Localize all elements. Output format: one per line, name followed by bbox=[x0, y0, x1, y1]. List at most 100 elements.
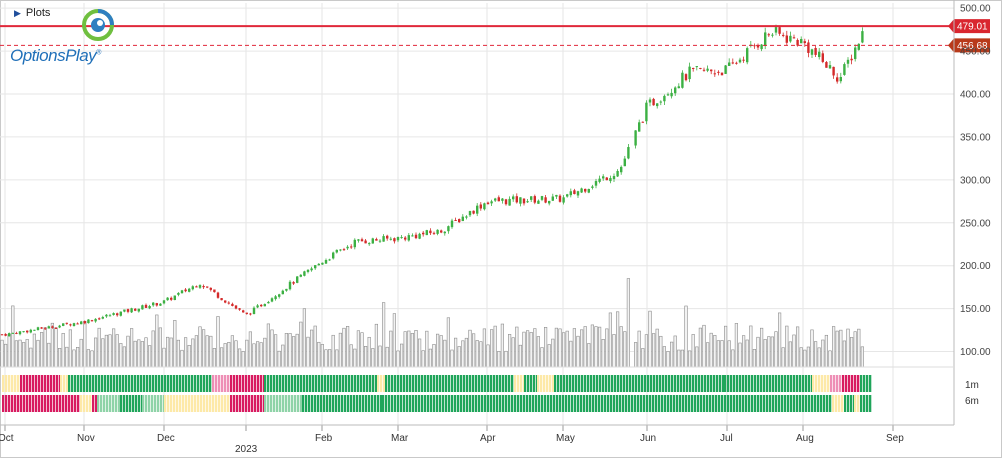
volume-bar bbox=[76, 347, 80, 368]
6m-cell bbox=[541, 395, 544, 412]
6m-cell bbox=[227, 395, 230, 412]
candle-down bbox=[224, 300, 227, 303]
6m-cell bbox=[466, 395, 469, 412]
6m-cell bbox=[297, 395, 300, 412]
volume-bar bbox=[677, 349, 681, 368]
candle-up bbox=[450, 220, 454, 228]
1m-cell bbox=[448, 375, 451, 392]
1m-cell bbox=[354, 375, 357, 392]
candle-down bbox=[850, 58, 853, 61]
6m-cell bbox=[406, 395, 409, 412]
candle-down bbox=[414, 234, 418, 239]
6m-cell bbox=[535, 395, 538, 412]
6m-cell bbox=[38, 395, 41, 412]
candle-down bbox=[242, 310, 245, 313]
6m-cell bbox=[47, 395, 50, 412]
candlesticks bbox=[0, 24, 864, 337]
6m-cell bbox=[847, 395, 850, 412]
6m-cell bbox=[667, 395, 670, 412]
candle-up bbox=[418, 233, 421, 239]
1m-cell bbox=[372, 375, 375, 392]
1m-cell bbox=[267, 375, 270, 392]
candle-down bbox=[486, 202, 490, 205]
candle-down bbox=[234, 305, 238, 309]
1m-cell bbox=[194, 375, 197, 392]
1m-cell bbox=[575, 375, 578, 392]
6m-cell bbox=[457, 395, 460, 412]
1m-cell bbox=[514, 375, 517, 392]
1m-cell bbox=[107, 375, 110, 392]
volume-bar bbox=[684, 305, 688, 368]
1m-cell bbox=[766, 375, 769, 392]
6m-cell bbox=[655, 395, 658, 412]
6m-cell bbox=[95, 395, 98, 412]
6m-cell bbox=[577, 395, 580, 412]
x-tick-label: Jun bbox=[640, 433, 656, 444]
volume-bar bbox=[187, 344, 191, 368]
1m-cell bbox=[158, 375, 161, 392]
volume-bar bbox=[248, 331, 253, 368]
1m-cell bbox=[330, 375, 333, 392]
candle-up bbox=[695, 66, 698, 68]
6m-cell bbox=[118, 395, 121, 412]
y-tick-label: 300.00 bbox=[960, 175, 991, 186]
1m-cell bbox=[626, 375, 629, 392]
1m-cell bbox=[808, 375, 811, 392]
volume-bar bbox=[331, 334, 335, 368]
y-tick-label: 250.00 bbox=[960, 218, 991, 229]
volume-bar bbox=[184, 337, 188, 368]
candle-up bbox=[612, 176, 616, 180]
volume-bar bbox=[443, 339, 447, 368]
candle-up bbox=[580, 188, 583, 193]
1m-cell bbox=[472, 375, 475, 392]
volume-bar bbox=[590, 324, 594, 368]
volume-bar bbox=[479, 341, 483, 368]
volume-bar bbox=[749, 325, 753, 368]
candle-down bbox=[360, 239, 364, 242]
1m-cell bbox=[751, 375, 754, 392]
6m-cell bbox=[86, 395, 89, 412]
6m-cell bbox=[100, 395, 103, 412]
volume-bar bbox=[464, 337, 469, 368]
1m-cell bbox=[704, 375, 707, 392]
1m-cell bbox=[757, 375, 760, 392]
candle-up bbox=[447, 226, 450, 232]
1m-cell bbox=[866, 375, 869, 392]
volume-bar bbox=[806, 346, 810, 368]
volume-bar bbox=[61, 333, 65, 368]
1m-cell bbox=[730, 375, 733, 392]
1m-cell bbox=[122, 375, 125, 392]
1m-cell bbox=[63, 375, 66, 392]
candle-up bbox=[501, 198, 504, 201]
1m-cell bbox=[336, 375, 339, 392]
volume-bar bbox=[367, 336, 371, 368]
candle-down bbox=[472, 210, 475, 214]
volume-bar bbox=[169, 337, 173, 368]
volume-bar bbox=[306, 336, 310, 368]
volume-bar bbox=[612, 334, 616, 368]
1m-cell bbox=[363, 375, 366, 392]
volume-bar bbox=[817, 347, 821, 368]
6m-cell bbox=[300, 395, 303, 412]
volume-bar bbox=[821, 339, 825, 368]
1m-cell bbox=[701, 375, 704, 392]
1m-cell bbox=[754, 375, 757, 392]
6m-cell bbox=[700, 395, 703, 412]
1m-cell bbox=[185, 375, 188, 392]
6m-cell bbox=[308, 395, 311, 412]
1m-cell bbox=[569, 375, 572, 392]
candle-up bbox=[256, 305, 259, 308]
6m-cell bbox=[508, 395, 511, 412]
candle-down bbox=[699, 67, 702, 69]
1m-cell bbox=[221, 375, 224, 392]
1m-cell bbox=[805, 375, 808, 392]
6m-cell bbox=[664, 395, 667, 412]
1m-cell bbox=[543, 375, 546, 392]
volume-bar bbox=[457, 346, 461, 368]
candle-down bbox=[605, 177, 608, 181]
1m-cell bbox=[276, 375, 279, 392]
candle-up bbox=[774, 27, 778, 33]
plots-toggle[interactable]: ▶ Plots bbox=[14, 7, 50, 19]
6m-cell bbox=[335, 395, 338, 412]
